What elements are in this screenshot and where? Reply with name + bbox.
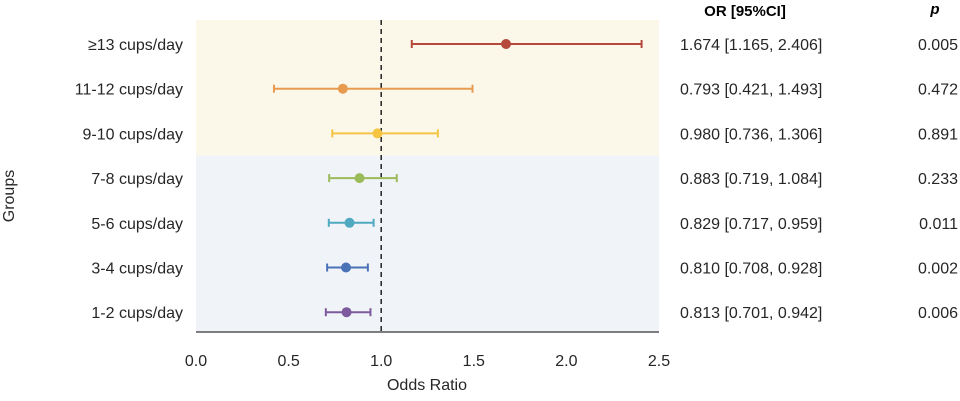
x-tick-label: 0.5 [277, 353, 299, 370]
row-marks [410, 39, 643, 49]
results-table: 1.674 [1.165, 2.406] 0.005 0.793 [0.421, 1… [680, 37, 958, 322]
row-marks [327, 217, 375, 228]
p-value: 0.472 [918, 82, 958, 99]
group-label: ≥13 cups/day [88, 37, 183, 54]
x-tick-label: 0.0 [185, 353, 207, 370]
data-marks [272, 39, 643, 318]
group-label: 5-6 cups/day [91, 216, 183, 233]
p-value: 0.005 [918, 37, 958, 54]
row-marks [331, 128, 439, 139]
or-point [372, 128, 383, 139]
or-point [337, 83, 348, 94]
group-label: 9-10 cups/day [82, 126, 183, 143]
or-ci-value: 0.813 [0.701, 0.942] [680, 305, 822, 322]
or-point [341, 262, 352, 273]
x-axis-title: Odds Ratio [387, 377, 467, 394]
y-axis-title: Groups [1, 170, 18, 222]
background-bands [196, 20, 659, 332]
or-column-header: OR [95%CI] [704, 3, 786, 20]
group-label: 1-2 cups/day [91, 305, 183, 322]
row-marks [324, 307, 372, 318]
x-axis: 0.0 0.5 1.0 1.5 2.0 2.5 [185, 331, 670, 370]
or-point [501, 39, 512, 49]
or-ci-value: 0.980 [0.736, 1.306] [680, 126, 822, 143]
or-point [354, 173, 365, 184]
p-value: 0.002 [918, 261, 958, 278]
group-label: 3-4 cups/day [91, 261, 183, 278]
group-labels: ≥13 cups/day 11-12 cups/day 9-10 cups/day 7… [75, 37, 183, 322]
or-point [344, 217, 355, 228]
or-point [341, 307, 352, 318]
or-ci-value: 0.793 [0.421, 1.493] [680, 82, 822, 99]
p-value: 0.006 [918, 305, 958, 322]
row-marks [272, 83, 474, 94]
p-value: 0.891 [918, 126, 958, 143]
row-marks [328, 173, 398, 184]
x-tick-label: 2.0 [555, 353, 577, 370]
x-tick-label: 1.5 [463, 353, 485, 370]
row-marks [326, 262, 369, 273]
or-ci-value: 0.829 [0.717, 0.959] [680, 216, 822, 233]
or-ci-value: 0.883 [0.719, 1.084] [680, 171, 822, 188]
x-tick-label: 1.0 [370, 353, 392, 370]
background-band [196, 155, 659, 332]
group-label: 11-12 cups/day [75, 82, 183, 99]
p-column-header: p [929, 1, 939, 18]
or-ci-value: 0.810 [0.708, 0.928] [680, 261, 822, 278]
or-ci-value: 1.674 [1.165, 2.406] [680, 37, 822, 54]
x-tick-label: 2.5 [648, 353, 670, 370]
group-label: 7-8 cups/day [91, 171, 183, 188]
p-value: 0.011 [919, 216, 958, 233]
p-value: 0.233 [918, 171, 958, 188]
